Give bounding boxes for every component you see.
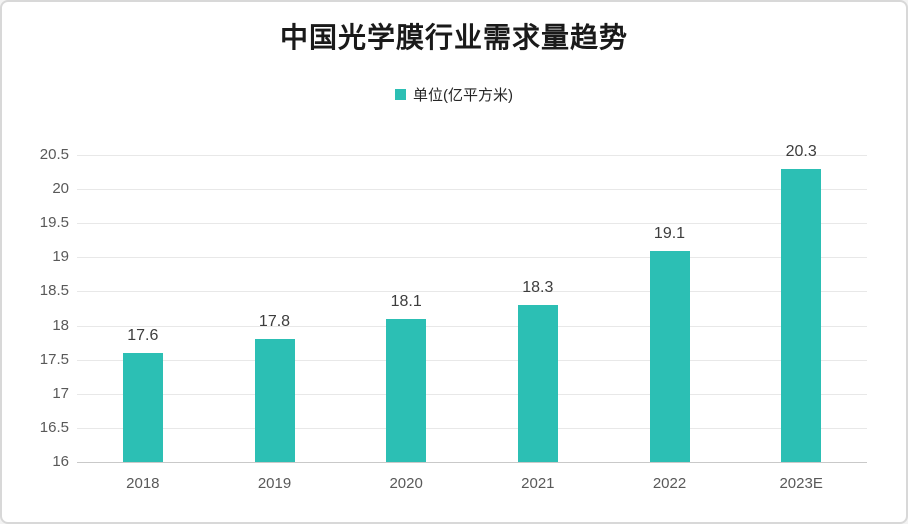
bar-value-label: 20.3 (785, 142, 817, 160)
x-tick-label: 2022 (652, 475, 687, 492)
gridline (77, 257, 867, 259)
bar (649, 250, 690, 462)
bar (781, 168, 822, 462)
bar-value-label: 17.8 (258, 313, 291, 331)
gridline (77, 223, 867, 225)
x-tick-label: 2021 (521, 475, 555, 492)
bar-value-label: 18.3 (522, 279, 554, 297)
x-tick-label: 2018 (126, 475, 160, 492)
legend-label: 单位(亿平方米) (413, 87, 513, 104)
y-tick-label: 20.5 (39, 146, 69, 163)
y-tick-label: 16.5 (39, 418, 69, 436)
bar (386, 318, 427, 462)
chart-title: 中国光学膜行业需求量趋势 (279, 21, 628, 54)
x-tick-label: 2020 (389, 475, 423, 492)
legend: 单位(亿平方米) (2, 84, 906, 105)
gridline (77, 155, 867, 156)
x-axis-line (77, 462, 867, 463)
y-tick-label: 17 (52, 384, 69, 402)
y-tick-label: 17.5 (39, 350, 69, 368)
y-tick-label: 19 (52, 248, 69, 266)
bar (517, 305, 558, 462)
bar (122, 352, 163, 462)
bar-value-label: 18.1 (390, 292, 422, 310)
y-tick-label: 19.5 (39, 214, 69, 232)
y-tick-label: 20 (52, 180, 69, 198)
gridline (77, 393, 867, 395)
gridline (77, 325, 867, 327)
x-tick-label: 2019 (257, 475, 292, 492)
x-tick-label: 2023E (779, 475, 823, 492)
legend-marker-icon (395, 89, 406, 100)
gridline (77, 359, 867, 361)
plot-area: 16 16.5 17 17.5 18 18.5 19 19.5 20 20.5 17.6 2018 17… (40, 143, 867, 492)
gridline (77, 427, 867, 429)
gridline (77, 189, 867, 191)
bar-value-label: 17.6 (127, 326, 159, 344)
y-tick-label: 18.5 (39, 282, 69, 300)
y-tick-label: 16 (52, 453, 69, 470)
y-tick-label: 18 (52, 316, 69, 334)
gridline (77, 291, 867, 293)
bar (254, 339, 295, 462)
bar-value-label: 19.1 (653, 224, 686, 242)
